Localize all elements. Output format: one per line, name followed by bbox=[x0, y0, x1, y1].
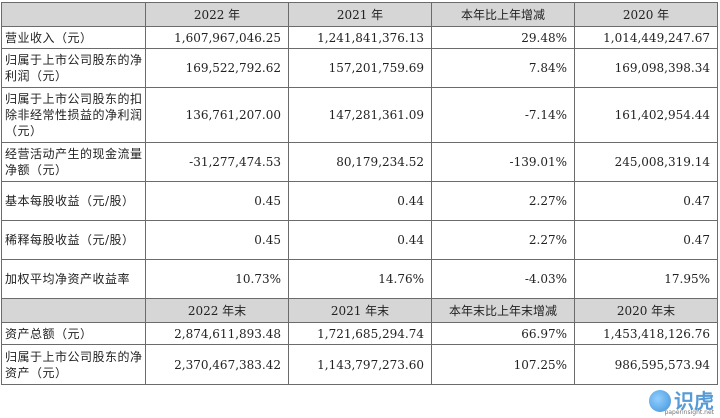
table-row: 归属于上市公司股东的扣除非经常性损益的净利润（元） 136,761,207.00… bbox=[1, 87, 718, 143]
header-cell-2022-end: 2022 年末 bbox=[145, 298, 289, 323]
cell-value: 66.97% bbox=[431, 322, 575, 345]
cell-value: 29.48% bbox=[431, 26, 575, 49]
row-label: 经营活动产生的现金流量净额（元） bbox=[1, 142, 146, 182]
watermark: 识虎 paperinsight.net bbox=[649, 389, 714, 416]
table-row: 基本每股收益（元/股） 0.45 0.44 2.27% 0.47 bbox=[1, 181, 718, 221]
cell-value: -139.01% bbox=[431, 142, 575, 182]
table-row: 归属于上市公司股东的净资产（元） 2,370,467,383.42 1,143,… bbox=[1, 344, 718, 385]
row-label: 加权平均净资产收益率 bbox=[1, 259, 146, 299]
watermark-brand: 识虎 bbox=[674, 389, 714, 413]
cell-value: 0.45 bbox=[145, 220, 289, 260]
cell-value: 1,014,449,247.67 bbox=[574, 26, 718, 49]
cell-value: 157,201,759.69 bbox=[288, 48, 432, 88]
cell-value: 245,008,319.14 bbox=[574, 142, 718, 182]
cell-value: 0.44 bbox=[288, 181, 432, 221]
header-cell-label bbox=[1, 2, 146, 27]
cell-value: 0.47 bbox=[574, 220, 718, 260]
cell-value: 169,098,398.34 bbox=[574, 48, 718, 88]
cell-value: 0.47 bbox=[574, 181, 718, 221]
cell-value: 14.76% bbox=[288, 259, 432, 299]
header-cell-change: 本年比上年增减 bbox=[431, 2, 575, 27]
row-label: 归属于上市公司股东的扣除非经常性损益的净利润（元） bbox=[1, 87, 146, 143]
table-row: 经营活动产生的现金流量净额（元） -31,277,474.53 80,179,2… bbox=[1, 142, 718, 182]
cell-value: 80,179,234.52 bbox=[288, 142, 432, 182]
cell-value: 1,607,967,046.25 bbox=[145, 26, 289, 49]
header-cell-2020: 2020 年 bbox=[574, 2, 718, 27]
watermark-site: paperinsight.net bbox=[664, 409, 714, 416]
header-cell-2020-end: 2020 年末 bbox=[574, 298, 718, 323]
row-label: 归属于上市公司股东的净资产（元） bbox=[1, 344, 146, 385]
row-label: 稀释每股收益（元/股） bbox=[1, 220, 146, 260]
cell-value: 7.84% bbox=[431, 48, 575, 88]
header-cell-2022: 2022 年 bbox=[145, 2, 289, 27]
tiger-logo-icon bbox=[649, 390, 671, 412]
header-cell-2021: 2021 年 bbox=[288, 2, 432, 27]
cell-value: 0.44 bbox=[288, 220, 432, 260]
cell-value: 169,522,792.62 bbox=[145, 48, 289, 88]
cell-value: -4.03% bbox=[431, 259, 575, 299]
financial-indicators-table: 2022 年 2021 年 本年比上年增减 2020 年 营业收入（元） 1,6… bbox=[1, 2, 718, 385]
table-row: 加权平均净资产收益率 10.73% 14.76% -4.03% 17.95% bbox=[1, 259, 718, 299]
table-row: 归属于上市公司股东的净利润（元） 169,522,792.62 157,201,… bbox=[1, 48, 718, 88]
cell-value: 107.25% bbox=[431, 344, 575, 385]
cell-value: 2,874,611,893.48 bbox=[145, 322, 289, 345]
table-row: 营业收入（元） 1,607,967,046.25 1,241,841,376.1… bbox=[1, 26, 718, 49]
cell-value: 147,281,361.09 bbox=[288, 87, 432, 143]
cell-value: 136,761,207.00 bbox=[145, 87, 289, 143]
row-label: 归属于上市公司股东的净利润（元） bbox=[1, 48, 146, 88]
header-row-annual: 2022 年 2021 年 本年比上年增减 2020 年 bbox=[1, 2, 718, 27]
header-row-period-end: 2022 年末 2021 年末 本年末比上年末增减 2020 年末 bbox=[1, 298, 718, 323]
cell-value: 1,453,418,126.76 bbox=[574, 322, 718, 345]
table-row: 资产总额（元） 2,874,611,893.48 1,721,685,294.7… bbox=[1, 322, 718, 345]
cell-value: 1,143,797,273.60 bbox=[288, 344, 432, 385]
cell-value: 2.27% bbox=[431, 220, 575, 260]
row-label: 营业收入（元） bbox=[1, 26, 146, 49]
table-row: 稀释每股收益（元/股） 0.45 0.44 2.27% 0.47 bbox=[1, 220, 718, 260]
cell-value: 1,241,841,376.13 bbox=[288, 26, 432, 49]
cell-value: 1,721,685,294.74 bbox=[288, 322, 432, 345]
cell-value: 17.95% bbox=[574, 259, 718, 299]
header-cell-change-end: 本年末比上年末增减 bbox=[431, 298, 575, 323]
header-cell-label bbox=[1, 298, 146, 323]
cell-value: 2.27% bbox=[431, 181, 575, 221]
row-label: 基本每股收益（元/股） bbox=[1, 181, 146, 221]
row-label: 资产总额（元） bbox=[1, 322, 146, 345]
cell-value: 986,595,573.94 bbox=[574, 344, 718, 385]
cell-value: -31,277,474.53 bbox=[145, 142, 289, 182]
cell-value: 161,402,954.44 bbox=[574, 87, 718, 143]
header-cell-2021-end: 2021 年末 bbox=[288, 298, 432, 323]
cell-value: 10.73% bbox=[145, 259, 289, 299]
cell-value: -7.14% bbox=[431, 87, 575, 143]
cell-value: 2,370,467,383.42 bbox=[145, 344, 289, 385]
cell-value: 0.45 bbox=[145, 181, 289, 221]
